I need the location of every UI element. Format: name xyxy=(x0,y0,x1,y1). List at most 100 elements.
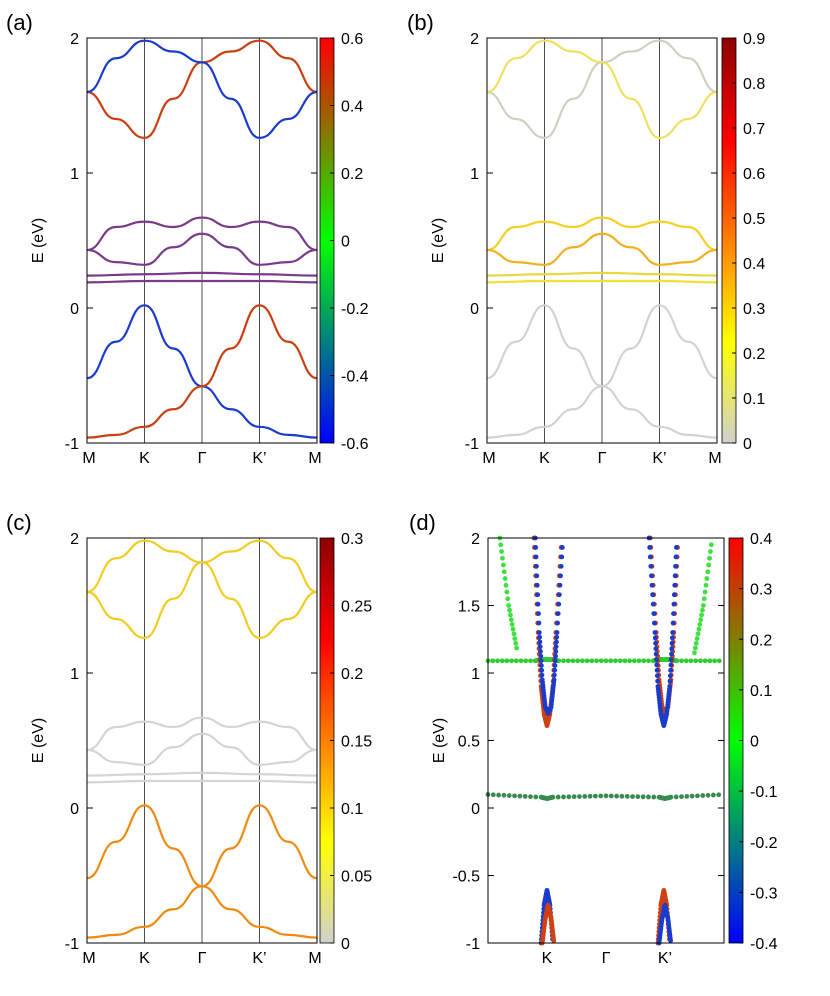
band-point xyxy=(533,554,539,560)
band-point xyxy=(523,658,529,664)
band-point xyxy=(700,793,706,798)
band-point xyxy=(655,678,661,684)
colorbar-tick-label: -0.2 xyxy=(341,301,369,318)
colorbar-tick-label: 0 xyxy=(750,734,759,751)
band-point xyxy=(509,658,514,664)
band-point xyxy=(712,658,717,664)
x-tick-label: M xyxy=(708,450,721,467)
band-point xyxy=(671,611,676,616)
colorbar-tick-label: 0.2 xyxy=(750,632,772,649)
band-point xyxy=(508,612,513,618)
band-point xyxy=(679,658,684,664)
band-point xyxy=(617,658,623,664)
band-point xyxy=(673,554,679,560)
band-point xyxy=(701,596,707,602)
band-cone-K2-red xyxy=(647,535,680,716)
band-point xyxy=(551,672,557,678)
band-point xyxy=(641,658,647,664)
band-point xyxy=(692,645,698,651)
band-point xyxy=(509,622,515,627)
band-point xyxy=(505,596,511,602)
band-point xyxy=(594,658,599,664)
band-point xyxy=(554,630,560,635)
band-point xyxy=(702,589,708,595)
band-point xyxy=(555,611,561,616)
band-point xyxy=(705,792,711,798)
band-point xyxy=(668,938,674,943)
band-point xyxy=(537,644,543,650)
band-point xyxy=(699,612,704,618)
colorbar-tick-label: 0.1 xyxy=(743,391,765,408)
band-point xyxy=(510,626,516,632)
band-point xyxy=(716,792,722,798)
band-flat-band-4 xyxy=(87,732,317,766)
panel-b: (b) -1 0 1 2 M K Γ K’ M E (eV) 0.9 0.8 0.7 0.6 0.5 0.4 0.… xyxy=(407,10,765,467)
colorbar-tick-label: 0.3 xyxy=(750,582,772,599)
band-point xyxy=(635,794,641,800)
band-point xyxy=(537,639,543,645)
band-point xyxy=(555,794,561,800)
band-cone-K2-blue xyxy=(646,535,679,729)
band-point xyxy=(502,576,508,581)
band-point xyxy=(552,663,558,668)
colorbar-tick-label: 0.1 xyxy=(341,801,363,818)
band-point xyxy=(669,646,675,652)
band-point xyxy=(614,793,620,799)
band-point xyxy=(598,658,604,664)
band-point xyxy=(577,794,582,799)
y-tick-label: -1 xyxy=(65,936,79,953)
band-point xyxy=(622,658,628,664)
band-point xyxy=(649,582,655,588)
colorbar-tick-label: -0.6 xyxy=(341,436,369,453)
band-point xyxy=(558,563,564,569)
band-green-tails-2 xyxy=(692,542,714,656)
band-point xyxy=(710,792,716,798)
colorbar-tick-label: 0.3 xyxy=(743,301,765,318)
band-point xyxy=(708,549,713,554)
band-valence-1-b xyxy=(487,304,717,439)
band-valence-1-spin-up xyxy=(87,304,317,439)
band-point xyxy=(584,658,590,664)
band-point xyxy=(667,678,673,684)
band-point xyxy=(582,793,588,799)
band-point xyxy=(498,542,504,548)
band-point xyxy=(587,793,593,799)
y-tick-label: 0 xyxy=(70,301,79,318)
band-point xyxy=(668,662,674,668)
band-point xyxy=(683,658,689,664)
panel-label: (d) xyxy=(409,510,436,535)
band-point xyxy=(536,620,542,626)
band-point xyxy=(501,569,507,575)
band-point xyxy=(672,573,678,579)
band-point xyxy=(669,640,675,646)
band-point xyxy=(704,576,710,581)
colorbar-tick-label: -0.2 xyxy=(750,835,778,852)
colorbar xyxy=(721,37,737,444)
colorbar-tick-label: 0.3 xyxy=(341,531,363,548)
band-point xyxy=(653,651,659,657)
band-flat-band-4 xyxy=(87,232,317,266)
band-point xyxy=(706,562,712,568)
band-point xyxy=(668,657,674,662)
y-tick-label: 2 xyxy=(70,531,79,548)
band-point xyxy=(538,653,544,659)
band-point xyxy=(533,794,539,800)
x-tick-label: K xyxy=(542,950,553,967)
band-point xyxy=(533,545,539,550)
band-point xyxy=(646,794,651,800)
colorbar-tick-label: 0.2 xyxy=(743,346,765,363)
band-point xyxy=(504,589,510,595)
band-point xyxy=(522,793,528,799)
band-flat-band-2 xyxy=(487,271,717,277)
colorbar-tick-label: -0.3 xyxy=(750,885,778,902)
colorbar-tick-label: 0.9 xyxy=(743,31,765,48)
band-point xyxy=(673,545,679,550)
band-point xyxy=(512,636,518,641)
band-valence-1-a xyxy=(87,804,317,939)
band-point xyxy=(561,658,566,664)
y-tick-label: 0 xyxy=(70,801,79,818)
band-point xyxy=(495,658,500,664)
band-point xyxy=(558,573,563,579)
band-point xyxy=(672,582,678,588)
colorbar-tick-label: 0 xyxy=(341,234,350,251)
